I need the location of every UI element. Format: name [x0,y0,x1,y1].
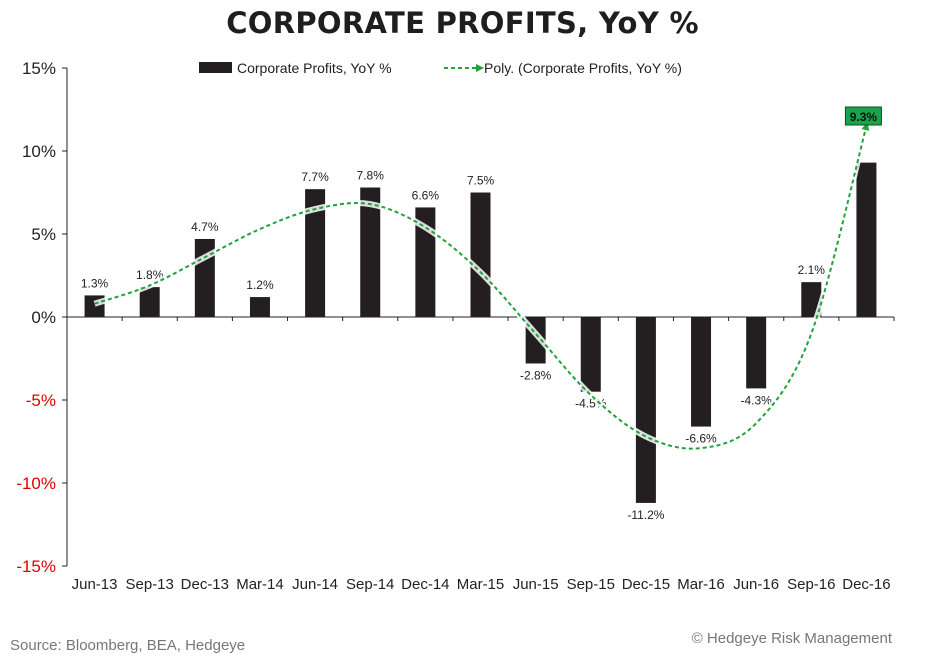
y-axis: 15% 10% 5% 0% -5% -10% -15% [16,59,68,576]
chart-title: CORPORATE PROFITS, YoY % [226,6,699,40]
legend-swatch-bars [199,62,232,73]
trend-line [94,122,870,450]
data-label: 4.7% [191,220,219,234]
y-tick-label: -15% [16,557,56,576]
y-tick-label: 15% [22,59,56,78]
data-label: 2.1% [798,263,826,277]
x-tick-label: Dec-14 [401,576,449,593]
data-label: -2.8% [520,368,552,382]
source-note: Source: Bloomberg, BEA, Hedgeye [10,637,246,654]
data-label: 7.8% [357,169,385,183]
bar-series [84,162,877,503]
bar [249,297,270,317]
x-tick-label: Sep-16 [787,576,835,593]
legend-label-bars: Corporate Profits, YoY % [237,60,392,76]
bar [856,162,877,317]
x-tick-label: Mar-14 [236,576,284,593]
data-label: 6.6% [412,188,440,202]
bar [139,287,160,317]
y-tick-label: 0% [31,308,56,327]
legend: Corporate Profits, YoY % Poly. (Corporate… [199,60,682,76]
bar [305,189,326,317]
x-tick-label: Jun-13 [72,576,118,593]
x-tick-label: Dec-13 [181,576,229,593]
data-labels: 1.3% 1.8% 4.7% 1.2% 7.7% 7.8% 6.6% 7.5% -2.8% -4.… [81,169,825,522]
data-label: 1.3% [81,276,109,290]
copyright-note: © Hedgeye Risk Management [691,630,892,647]
data-label: -6.6% [685,432,717,446]
y-tick-label: -10% [16,474,56,493]
bar [691,317,712,427]
x-tick-label: Dec-15 [622,576,670,593]
trend-line-series [93,122,870,452]
data-label: 7.7% [301,170,329,184]
bar [801,282,822,317]
bar [580,317,601,392]
x-tick-label: Jun-14 [292,576,338,593]
legend-label-trend: Poly. (Corporate Profits, YoY %) [484,60,682,76]
x-axis-labels: Jun-13 Sep-13 Dec-13 Mar-14 Jun-14 Sep-14 Dec-… [72,576,891,593]
data-label: 1.2% [246,278,274,292]
bar [746,317,767,389]
x-tick-label: Sep-14 [346,576,394,593]
x-tick-label: Jun-15 [513,576,559,593]
callout-box [844,106,882,126]
bar [635,317,656,503]
callout-label: 9.3% [850,110,878,124]
y-tick-label: -5% [26,391,56,410]
callout-badge: 9.3% [844,106,882,126]
bar [415,207,436,317]
y-tick-label: 10% [22,142,56,161]
x-tick-label: Sep-15 [567,576,615,593]
x-tick-label: Jun-16 [733,576,779,593]
zero-axis [66,316,895,321]
data-label: -11.2% [627,508,664,522]
y-tick-label: 5% [31,225,56,244]
x-tick-label: Mar-16 [677,576,725,593]
bar [470,192,491,317]
x-tick-label: Mar-15 [457,576,505,593]
data-label: 7.5% [467,174,495,188]
x-tick-label: Dec-16 [842,576,890,593]
data-label: 1.8% [136,268,164,282]
data-label: -4.3% [740,393,772,407]
bar [360,187,381,317]
x-tick-label: Sep-13 [126,576,174,593]
